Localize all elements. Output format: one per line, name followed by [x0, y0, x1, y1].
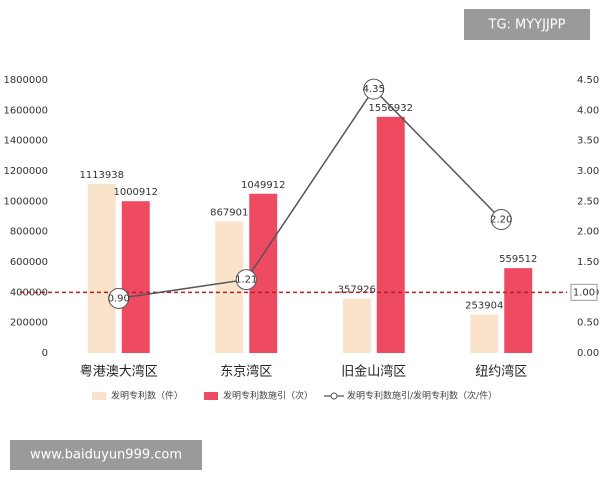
y-tick-label: 600000	[10, 257, 48, 268]
watermark: www.baiduyun999.com	[30, 448, 182, 463]
point	[235, 269, 257, 291]
data-label: 2.20	[490, 215, 512, 226]
data-label: 1556932	[368, 103, 413, 114]
line	[118, 87, 502, 300]
data-label: 1113938	[79, 170, 124, 181]
watermark-box	[464, 9, 590, 40]
legend-label: 发明专利数（件）	[111, 390, 183, 402]
legend-swatch	[204, 392, 218, 400]
bar	[504, 268, 533, 353]
point	[363, 78, 385, 100]
y-tick-label: 0	[42, 348, 48, 359]
reference-label-box	[570, 283, 598, 301]
y-tick-label: 1200000	[3, 166, 48, 177]
bar	[342, 298, 371, 353]
data-label: 0.90	[108, 293, 130, 304]
y2-tick-label: 0.00	[577, 348, 599, 359]
data-label: 1000912	[113, 187, 158, 198]
y2-tick-label: 1.50	[577, 257, 599, 268]
y-tick-label: 1800000	[3, 75, 48, 86]
y2-tick-label: 4.00	[577, 105, 599, 116]
data-label: 4.35	[363, 84, 385, 95]
data-label: 253904	[465, 300, 503, 311]
bar	[121, 201, 150, 353]
data-label: 1049912	[241, 180, 286, 191]
x-tick-label: 东京湾区	[220, 364, 272, 380]
y2-tick-label: 3.50	[577, 136, 599, 147]
y2-tick-label: 2.00	[577, 227, 599, 238]
data-label: 357926	[338, 285, 376, 296]
y2-tick-label: 4.50	[577, 75, 599, 86]
y-tick-label: 1600000	[3, 105, 48, 116]
legend-label: 发明专利数施引（次）	[223, 390, 313, 402]
watermark: TG: MYYJJPP	[488, 18, 566, 33]
point	[108, 287, 130, 309]
y-tick-label: 800000	[10, 227, 48, 238]
bar	[215, 221, 244, 353]
legend-swatch	[92, 392, 106, 400]
y2-tick-label: 2.50	[577, 196, 599, 207]
point	[490, 209, 512, 231]
reference-label: 1.00	[573, 287, 595, 298]
y-tick-label: 1400000	[3, 136, 48, 147]
x-tick-label: 粤港澳大湾区	[80, 364, 158, 380]
data-label: 867901	[210, 207, 248, 218]
x-tick-label: 旧金山湾区	[341, 364, 406, 380]
legend-label: 发明专利数施引/发明专利数（次/件）	[347, 390, 497, 402]
legend-swatch	[330, 392, 338, 400]
data-label: 559512	[499, 254, 537, 265]
y-tick-label: 200000	[10, 318, 48, 329]
y-tick-label: 1000000	[3, 196, 48, 207]
data-label: 1.21	[235, 275, 257, 286]
bar	[470, 314, 499, 353]
bar	[376, 116, 405, 353]
bar	[87, 184, 116, 353]
watermark-box	[10, 440, 202, 470]
y2-tick-label: 3.00	[577, 166, 599, 177]
y2-tick-label: 0.50	[577, 318, 599, 329]
x-tick-label: 纽约湾区	[475, 364, 527, 380]
